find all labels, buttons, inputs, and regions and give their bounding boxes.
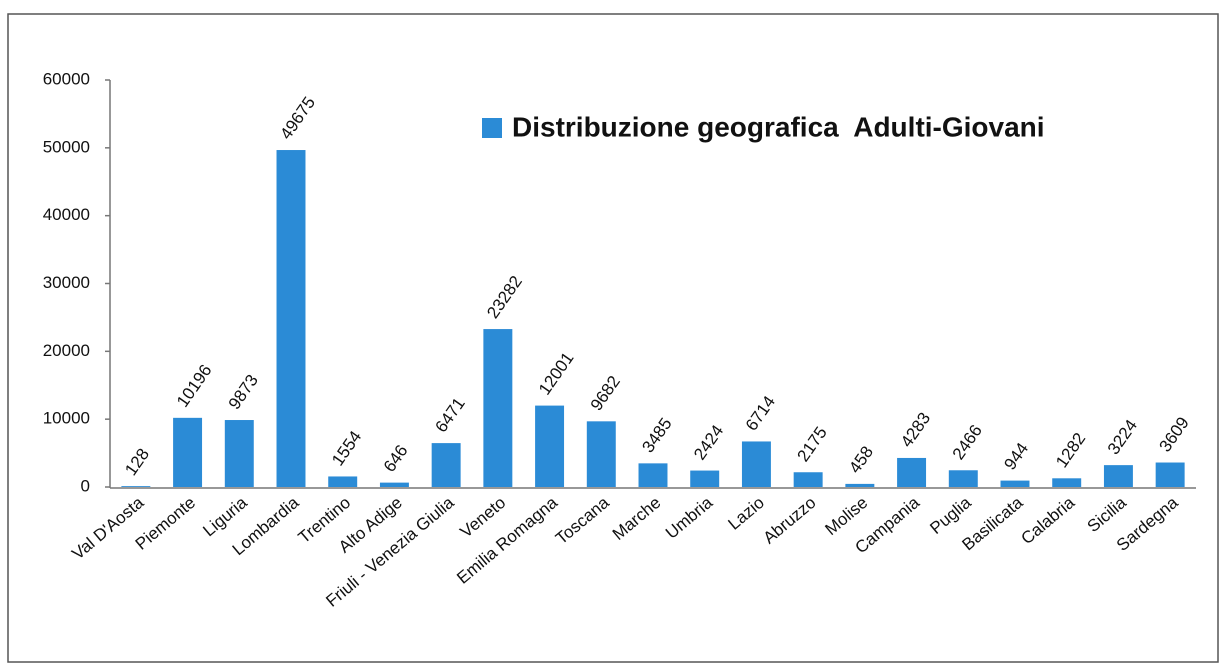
data-label: 646 (380, 441, 412, 475)
data-label: 2466 (949, 421, 986, 463)
data-label: 23282 (483, 272, 526, 322)
bar (948, 470, 978, 487)
bar (741, 441, 771, 487)
bar (638, 463, 668, 487)
x-tick-label: Umbria (662, 493, 717, 543)
bar (224, 420, 254, 487)
legend-swatch (482, 118, 502, 138)
bar (1052, 478, 1082, 487)
bar (690, 470, 720, 487)
bar (121, 486, 151, 487)
y-tick-label: 60000 (43, 69, 90, 88)
data-label: 49675 (276, 93, 319, 143)
x-tick-label: Lazio (725, 493, 768, 534)
bar (1103, 465, 1133, 487)
bar (897, 457, 927, 487)
data-label: 2175 (794, 423, 831, 465)
bar (1155, 462, 1185, 487)
bar (276, 150, 306, 488)
data-label: 944 (1000, 439, 1032, 473)
y-tick-label: 10000 (43, 409, 90, 428)
legend-label: Distribuzione geografica Adulti-Giovani (512, 111, 1045, 142)
data-label: 3609 (1156, 414, 1193, 456)
bar (173, 417, 203, 487)
bar (586, 421, 616, 487)
data-label: 10196 (173, 361, 216, 411)
x-tick-label: Marche (609, 493, 665, 544)
bar (793, 472, 823, 487)
bar (483, 329, 513, 487)
data-label: 1282 (1052, 429, 1089, 471)
data-label: 2424 (690, 422, 727, 464)
bar (1000, 480, 1030, 487)
x-tick-label: Calabria (1017, 493, 1078, 549)
data-label: 12001 (535, 349, 578, 399)
bar (431, 443, 461, 487)
data-label: 458 (845, 443, 877, 477)
y-tick-label: 30000 (43, 273, 90, 292)
data-label: 3485 (638, 414, 675, 456)
bar (379, 482, 409, 487)
data-label: 4283 (897, 409, 934, 451)
bar (328, 476, 358, 487)
y-tick-label: 0 (81, 476, 90, 495)
x-tick-label: Sicilia (1084, 493, 1131, 536)
x-tick-label: Toscana (552, 493, 613, 549)
data-label: 1554 (328, 427, 365, 469)
data-label: 3224 (1104, 416, 1141, 458)
y-tick-label: 50000 (43, 137, 90, 156)
data-label: 9873 (225, 371, 262, 413)
data-label: 6714 (742, 392, 779, 434)
bar (535, 405, 565, 487)
data-label: 128 (121, 445, 153, 479)
data-label: 9682 (587, 372, 624, 414)
y-tick-label: 20000 (43, 341, 90, 360)
x-tick-label: Abruzzo (760, 493, 820, 548)
data-label: 6471 (432, 394, 469, 436)
x-tick-label: Val D'Aosta (68, 493, 147, 564)
y-tick-label: 40000 (43, 205, 90, 224)
frame (7, 13, 1219, 663)
bar (845, 483, 875, 487)
